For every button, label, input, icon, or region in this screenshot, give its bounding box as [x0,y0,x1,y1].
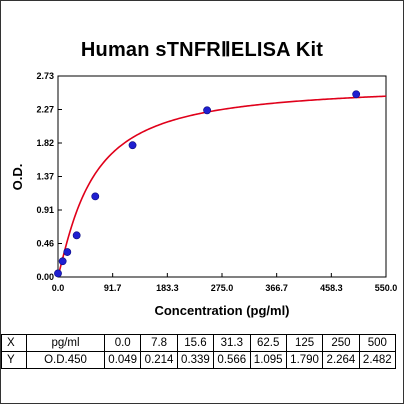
table-cell: 2.482 [358,351,397,369]
axis-ticks: 0.0 91.7 183.3 275.0 366.7 458.3 550.0 0.00 0.46… [36,71,397,293]
table-cell: 0.339 [176,351,215,369]
table-cell: 0.049 [103,351,142,369]
table-cell: 0.0 [103,334,142,352]
x-tick-label: 275.0 [211,283,234,293]
x-tick-label: 550.0 [375,283,398,293]
data-point [58,257,67,266]
y-tick-label: 0.91 [36,205,54,215]
data-point [72,231,81,240]
x-tick-label: 366.7 [265,283,288,293]
y-tick-label: 1.37 [36,172,54,182]
x-tick-label: 0.0 [52,283,65,293]
y-tick-label: 1.82 [36,138,54,148]
table-cell: 125 [285,334,324,352]
x-axis-title: Concentration (pg/ml) [154,303,289,318]
x-tick-label: 458.3 [320,283,343,293]
table-row-header: Y [1,351,27,369]
table-row: Y O.D.450 0.049 0.214 0.339 0.566 1.095 1.790 2.… [1,351,397,369]
table-row-header: X [1,334,27,352]
y-axis-title: O.D. [10,164,25,191]
table-cell: 15.6 [176,334,215,352]
data-point [203,106,211,115]
data-point [91,192,100,201]
data-point [63,248,72,256]
table-cell: 0.566 [213,351,251,369]
y-tick-label: 2.73 [36,71,54,81]
table-cell: 0.214 [140,351,178,369]
data-point [54,269,62,278]
x-tick-label: 91.7 [104,283,122,293]
x-tick-label: 183.3 [156,283,179,293]
y-tick-label: 2.27 [36,105,54,115]
table-cell: 7.8 [140,334,178,352]
y-tick-label: 0.00 [36,272,54,282]
table-cell: 2.264 [322,351,360,369]
table-cell: 250 [322,334,360,352]
data-point [352,90,361,99]
table-cell: 500 [358,334,397,352]
y-tick-label: 0.46 [36,239,54,249]
data-points [54,90,361,278]
table-cell: 1.790 [285,351,324,369]
table-cell: 1.095 [249,351,287,369]
table-cell: pg/ml [26,334,105,352]
table-cell: 31.3 [213,334,251,352]
data-point [128,141,137,150]
table-cell: O.D.450 [26,351,105,369]
fit-curve [57,95,387,276]
plot-area [57,75,387,278]
chart-plot: 0.0 91.7 183.3 275.0 366.7 458.3 550.0 0.00 0.46… [10,71,397,318]
table-cell: 62.5 [249,334,287,352]
chart-title: Human sTNFRⅡELISA Kit [80,39,324,61]
